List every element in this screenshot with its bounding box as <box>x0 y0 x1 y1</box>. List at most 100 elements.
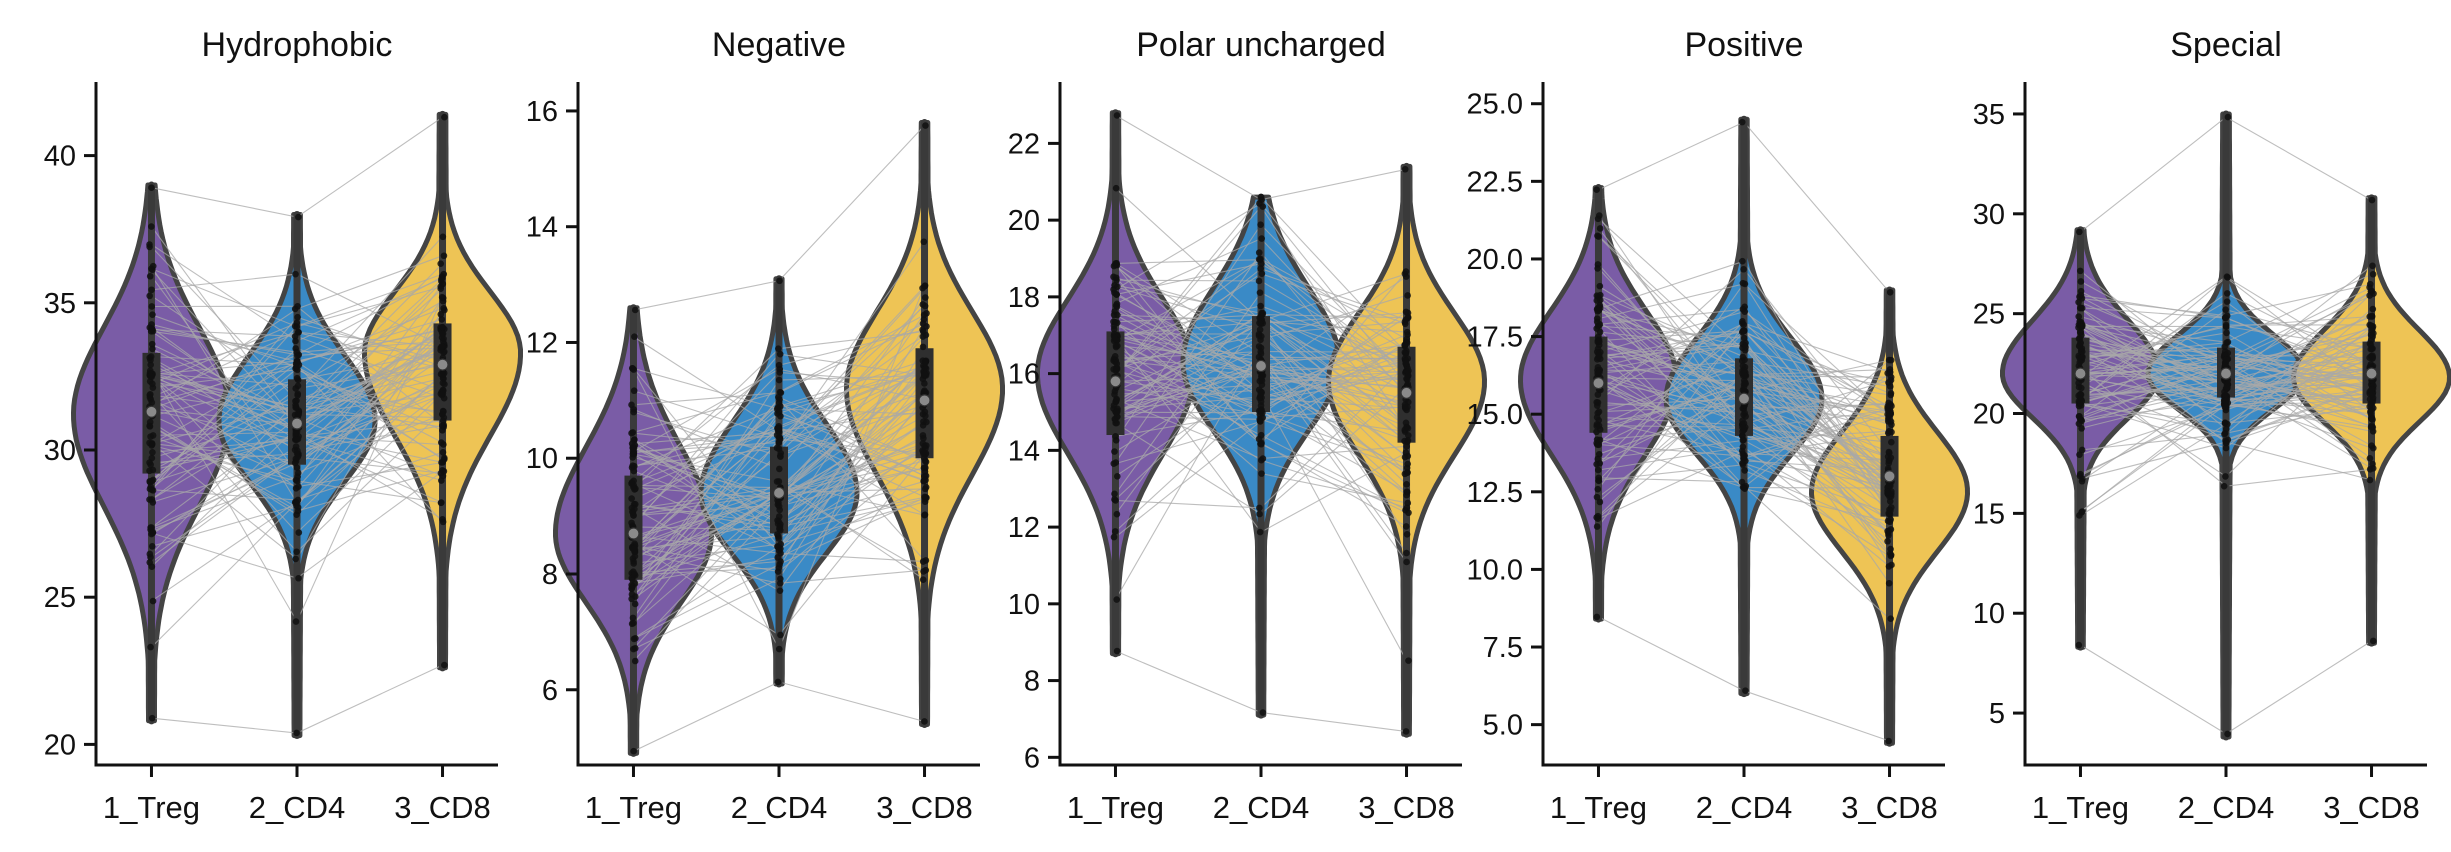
sample-point <box>437 260 445 267</box>
sample-point <box>2076 228 2083 236</box>
sample-point <box>631 486 638 493</box>
sample-point <box>1111 282 1118 289</box>
sample-point <box>922 365 930 372</box>
y-tick-label: 7.5 <box>1483 632 1523 664</box>
sample-point <box>1259 372 1267 379</box>
sample-point <box>1402 268 1410 275</box>
sample-point <box>2077 304 2085 312</box>
sample-point <box>2369 396 2377 404</box>
sample-point <box>1112 408 1120 416</box>
x-tick-label: 3_CD8 <box>394 790 491 825</box>
sample-point <box>149 597 157 605</box>
sample-point <box>1111 352 1119 360</box>
sample-point <box>1258 440 1265 448</box>
sample-point <box>2224 113 2232 121</box>
sample-point <box>628 495 635 502</box>
sample-point <box>439 233 447 241</box>
sample-point <box>438 477 445 484</box>
sample-point <box>1401 470 1409 478</box>
x-tick-label: 2_CD4 <box>1213 790 1310 825</box>
sample-point <box>1739 461 1747 468</box>
median-marker <box>2365 367 2378 380</box>
sample-point <box>775 645 783 653</box>
sample-point <box>146 367 154 375</box>
sample-point <box>1740 452 1747 460</box>
sample-point <box>1404 313 1412 321</box>
median-marker <box>1592 377 1605 390</box>
boxplot-3-cd8 <box>1880 286 1899 747</box>
sample-point <box>2369 416 2376 423</box>
pair-line <box>633 681 925 752</box>
y-tick-label: 22.5 <box>1467 166 1523 198</box>
sample-point <box>1403 549 1410 557</box>
sample-point <box>1741 467 1749 474</box>
sample-point <box>1594 399 1602 406</box>
sample-point <box>439 427 446 434</box>
sample-point <box>439 379 447 387</box>
sample-point <box>146 423 154 430</box>
sample-point <box>1113 647 1121 655</box>
y-tick-label: 8 <box>1024 666 1040 698</box>
sample-point <box>294 391 301 399</box>
sample-point <box>2366 476 2374 484</box>
sample-point <box>148 286 155 294</box>
median-marker <box>1737 392 1751 405</box>
sample-point <box>292 270 299 278</box>
sample-point <box>148 714 156 722</box>
sample-point <box>1594 455 1602 463</box>
sample-point <box>2220 482 2228 490</box>
sample-point <box>1259 309 1267 317</box>
sample-point <box>1259 455 1267 462</box>
sample-point <box>1884 411 1891 418</box>
sample-point <box>632 635 639 642</box>
sample-point <box>1887 507 1894 514</box>
sample-point <box>1594 466 1602 474</box>
sample-point <box>630 477 637 485</box>
sample-point <box>1401 426 1409 434</box>
sample-point <box>149 266 156 274</box>
sample-point <box>1259 709 1267 716</box>
boxplot-1-treg <box>142 181 161 725</box>
sample-point <box>2367 423 2375 431</box>
sample-point <box>2368 196 2376 204</box>
sample-point <box>292 498 299 505</box>
sample-point <box>1596 498 1604 506</box>
sample-point <box>919 440 927 447</box>
sample-point <box>1257 265 1264 272</box>
sample-point <box>1111 415 1119 423</box>
sample-point <box>1595 212 1603 219</box>
sample-point <box>439 518 447 526</box>
sample-point <box>1886 288 1894 296</box>
sample-point <box>2370 329 2377 337</box>
sample-point <box>146 372 154 380</box>
sample-point <box>920 311 928 319</box>
sample-point <box>776 465 783 473</box>
sample-point <box>631 657 639 665</box>
sample-point <box>295 483 302 491</box>
sample-point <box>1742 372 1750 380</box>
y-tick-label: 12.5 <box>1467 477 1523 509</box>
median-marker <box>2074 367 2087 380</box>
sample-point <box>1594 354 1602 361</box>
sample-point <box>631 570 638 578</box>
sample-point <box>628 620 636 628</box>
sample-point <box>777 389 785 397</box>
sample-point <box>1885 737 1892 745</box>
boxplot-2-cd4 <box>770 275 788 688</box>
y-tick-label: 12 <box>1008 512 1040 544</box>
sample-point <box>1740 327 1748 335</box>
sample-point <box>1402 273 1410 280</box>
sample-point <box>773 431 781 439</box>
sample-point <box>441 113 448 121</box>
sample-point <box>1259 409 1266 417</box>
sample-point <box>1887 615 1894 622</box>
sample-point <box>921 302 929 310</box>
sample-point <box>1596 369 1603 376</box>
sample-point <box>439 448 447 456</box>
y-tick-label: 10 <box>1973 598 2005 630</box>
sample-point <box>440 252 448 260</box>
sample-point <box>1594 265 1601 272</box>
sample-point <box>1404 460 1411 468</box>
sample-point <box>1258 470 1265 477</box>
sample-point <box>2366 465 2374 473</box>
